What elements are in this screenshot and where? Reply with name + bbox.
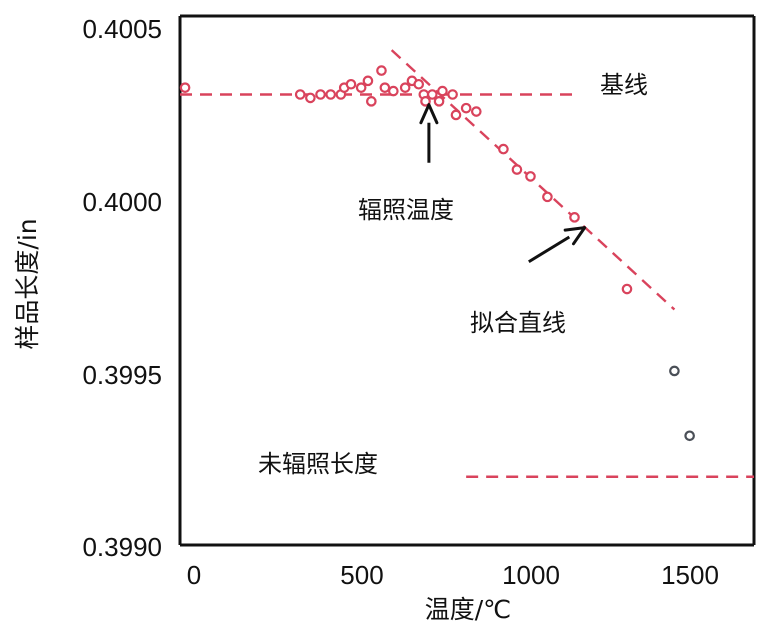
annotation-baseline: 基线 (600, 71, 648, 99)
data-point (366, 96, 377, 107)
data-point (426, 89, 438, 100)
arrow-shaft (528, 235, 571, 264)
x-tick-labels: 0 500 1000 1500 (187, 560, 719, 590)
data-point (525, 171, 536, 182)
data-point (379, 82, 391, 93)
x-tick-label-3: 1500 (661, 560, 719, 590)
data-point (471, 106, 482, 117)
data-point (460, 102, 472, 114)
x-axis-title: 温度/℃ (425, 595, 512, 624)
annotation-unirradiated-length: 未辐照长度 (258, 450, 378, 478)
data-point (305, 92, 316, 104)
annotations: 基线 辐照温度 拟合直线 未辐照长度 (258, 71, 648, 478)
y-tick-label-3: 0.4005 (82, 14, 162, 44)
data-point (376, 65, 387, 76)
data-point (569, 212, 580, 223)
data-point (399, 82, 411, 93)
annotation-fitted-line: 拟合直线 (470, 309, 566, 337)
data-point (315, 89, 326, 100)
arrow-head (419, 103, 439, 125)
data-point (498, 143, 509, 155)
data-point (511, 164, 523, 175)
data-point (420, 96, 431, 107)
x-tick-label-0: 0 (187, 560, 201, 590)
outlier-point (669, 365, 680, 377)
data-point (413, 78, 425, 90)
annotation-arrows (419, 103, 587, 264)
data-point (325, 89, 336, 100)
data-points (179, 65, 695, 442)
y-tick-label-0: 0.3990 (82, 532, 162, 562)
data-point (621, 283, 633, 295)
annotation-irradiation-temperature: 辐照温度 (358, 196, 454, 224)
data-point (437, 85, 448, 97)
data-point (433, 96, 445, 107)
x-tick-label-1: 500 (340, 560, 383, 590)
data-point (447, 89, 458, 100)
y-tick-label-1: 0.3995 (82, 360, 162, 390)
data-point (542, 191, 553, 203)
y-axis-title: 样品长度/in (13, 218, 42, 349)
data-point (450, 109, 462, 121)
outlier-point (684, 430, 695, 442)
y-tick-labels: 0.3990 0.3995 0.4000 0.4005 (82, 14, 162, 562)
data-point (388, 85, 399, 97)
x-tick-label-2: 1000 (502, 560, 560, 590)
data-point (362, 75, 374, 87)
data-point (179, 82, 191, 93)
data-point (294, 89, 306, 100)
data-point (355, 82, 367, 93)
y-tick-label-2: 0.4000 (82, 187, 162, 217)
arrow-head (563, 226, 587, 246)
data-point (345, 78, 357, 90)
axis-frame (178, 14, 756, 547)
